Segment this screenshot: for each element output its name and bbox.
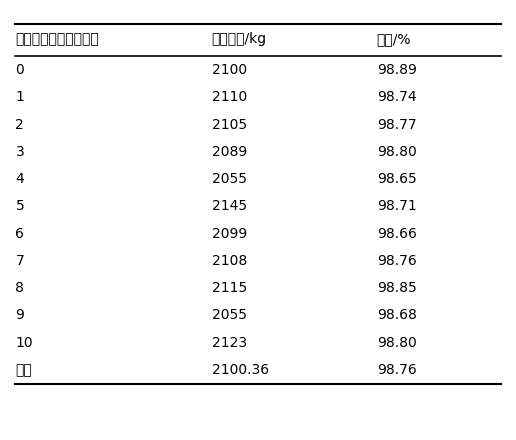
Text: 2: 2 xyxy=(15,117,24,132)
Text: 2089: 2089 xyxy=(212,145,247,159)
Text: 8: 8 xyxy=(15,281,24,295)
Text: 2110: 2110 xyxy=(212,90,247,104)
Text: 0: 0 xyxy=(15,63,24,77)
Text: 2108: 2108 xyxy=(212,254,247,268)
Text: 1: 1 xyxy=(15,90,24,104)
Text: 9: 9 xyxy=(15,308,24,323)
Text: 2100.36: 2100.36 xyxy=(212,363,269,377)
Text: 4: 4 xyxy=(15,172,24,186)
Text: 98.68: 98.68 xyxy=(377,308,416,323)
Text: 2115: 2115 xyxy=(212,281,247,295)
Text: 98.80: 98.80 xyxy=(377,336,416,350)
Text: 98.66: 98.66 xyxy=(377,227,416,241)
Text: 3: 3 xyxy=(15,145,24,159)
Text: 98.89: 98.89 xyxy=(377,63,416,77)
Text: 2099: 2099 xyxy=(212,227,247,241)
Text: 含量/%: 含量/% xyxy=(377,32,411,46)
Text: 产品重量/kg: 产品重量/kg xyxy=(212,32,267,46)
Text: 合计: 合计 xyxy=(15,363,32,377)
Text: 2145: 2145 xyxy=(212,199,247,213)
Text: 2100: 2100 xyxy=(212,63,247,77)
Text: 98.65: 98.65 xyxy=(377,172,416,186)
Text: 98.71: 98.71 xyxy=(377,199,416,213)
Text: 98.85: 98.85 xyxy=(377,281,416,295)
Text: 98.76: 98.76 xyxy=(377,363,416,377)
Text: 98.74: 98.74 xyxy=(377,90,416,104)
Text: 母液及催化剂循环次数: 母液及催化剂循环次数 xyxy=(15,32,99,46)
Text: 7: 7 xyxy=(15,254,24,268)
Text: 2055: 2055 xyxy=(212,172,247,186)
Text: 98.77: 98.77 xyxy=(377,117,416,132)
Text: 2055: 2055 xyxy=(212,308,247,323)
Text: 2105: 2105 xyxy=(212,117,247,132)
Text: 5: 5 xyxy=(15,199,24,213)
Text: 2123: 2123 xyxy=(212,336,247,350)
Text: 10: 10 xyxy=(15,336,33,350)
Text: 6: 6 xyxy=(15,227,24,241)
Text: 98.76: 98.76 xyxy=(377,254,416,268)
Text: 98.80: 98.80 xyxy=(377,145,416,159)
